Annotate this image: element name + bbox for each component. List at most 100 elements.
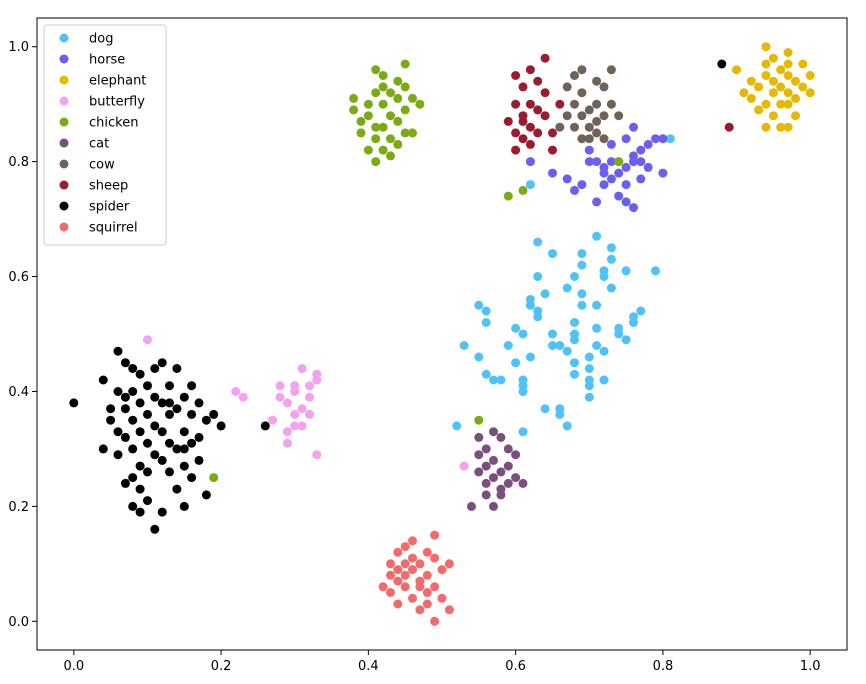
point-elephant [746, 76, 756, 86]
point-chicken [408, 93, 417, 103]
point-spider [187, 409, 197, 419]
point-spider [179, 392, 189, 402]
point-squirrel [422, 570, 432, 580]
point-cow [606, 99, 616, 109]
legend-marker-sheep [59, 180, 69, 190]
point-horse [636, 174, 646, 184]
point-elephant [732, 65, 741, 75]
point-dog [599, 266, 609, 276]
point-horse [658, 134, 668, 144]
point-spider [172, 404, 182, 414]
point-elephant [783, 48, 793, 57]
point-squirrel [430, 616, 440, 626]
point-dog [474, 300, 484, 310]
point-butterfly [290, 409, 300, 419]
point-cow [606, 65, 616, 75]
legend-marker-spider [59, 201, 69, 211]
point-dog [481, 369, 491, 379]
point-squirrel [386, 588, 395, 597]
point-spider [120, 358, 130, 368]
point-elephant [798, 59, 808, 69]
point-dog [584, 381, 594, 391]
legend: dog horse elephant butterfly chicken cat cow sh… [43, 24, 167, 246]
point-cow [577, 88, 587, 98]
point-squirrel [430, 530, 440, 540]
point-spider [106, 404, 116, 414]
point-spider [194, 398, 204, 408]
point-chicken [363, 111, 373, 121]
point-horse [629, 157, 638, 167]
point-horse [636, 157, 646, 167]
point-chicken [349, 105, 359, 115]
point-chicken [614, 157, 624, 167]
point-dog [636, 306, 646, 316]
series-elephant [732, 42, 815, 132]
point-butterfly [231, 387, 241, 396]
x-axis: 0.0 0.2 0.4 0.6 0.8 1.0 [63, 650, 821, 674]
point-spider [201, 490, 211, 500]
point-chicken [371, 88, 381, 98]
x-tick-label: 0.2 [211, 659, 232, 674]
legend-label-cat: cat [89, 137, 109, 152]
point-chicken [371, 134, 381, 144]
point-cat [518, 478, 528, 488]
point-cat [474, 432, 484, 442]
point-butterfly [297, 404, 307, 414]
point-horse [606, 157, 616, 167]
point-spider [194, 432, 204, 442]
point-cat [481, 490, 491, 500]
point-chicken [378, 122, 388, 132]
point-spider [179, 461, 189, 471]
point-squirrel [437, 565, 447, 575]
point-sheep [518, 116, 528, 126]
point-chicken [209, 473, 219, 483]
point-dog [452, 421, 462, 431]
point-elephant [761, 59, 771, 69]
point-squirrel [408, 553, 417, 563]
point-spider [194, 455, 204, 465]
point-dog [555, 409, 565, 419]
point-spider [135, 461, 145, 471]
point-spider [209, 409, 219, 419]
point-spider [165, 438, 174, 448]
point-cow [577, 65, 587, 75]
series-cow [555, 65, 624, 144]
point-squirrel [386, 570, 395, 580]
y-axis: 0.0 0.2 0.4 0.6 0.8 1.0 [8, 40, 37, 630]
point-spider [143, 467, 152, 477]
point-sheep [525, 65, 535, 75]
point-spider [98, 375, 108, 385]
point-spider [120, 478, 130, 488]
point-sheep [555, 99, 565, 109]
point-chicken [378, 71, 388, 80]
point-spider [157, 507, 167, 517]
point-cow [584, 134, 594, 144]
point-spider [165, 381, 174, 391]
point-dog [548, 341, 557, 350]
plot-frame [36, 17, 848, 651]
point-cat [496, 432, 506, 442]
point-squirrel [437, 593, 447, 603]
point-elephant [746, 93, 756, 103]
point-squirrel [400, 570, 410, 580]
point-dog [518, 329, 528, 339]
point-cow [592, 116, 602, 126]
point-horse [614, 191, 624, 201]
point-elephant [776, 122, 786, 132]
point-spider [150, 364, 160, 373]
point-horse [592, 197, 602, 207]
point-dog [496, 375, 506, 385]
point-spider [135, 427, 145, 437]
point-elephant [783, 99, 793, 109]
point-horse [629, 122, 638, 132]
point-horse [636, 145, 646, 155]
point-cow [614, 111, 624, 121]
point-chicken [371, 157, 381, 167]
point-dog [577, 300, 587, 310]
y-tick-label: 0.0 [8, 615, 29, 630]
point-chicken [356, 128, 366, 138]
point-cat [503, 478, 513, 488]
point-spider [113, 427, 123, 437]
point-horse [621, 162, 631, 172]
point-cow [599, 82, 609, 92]
